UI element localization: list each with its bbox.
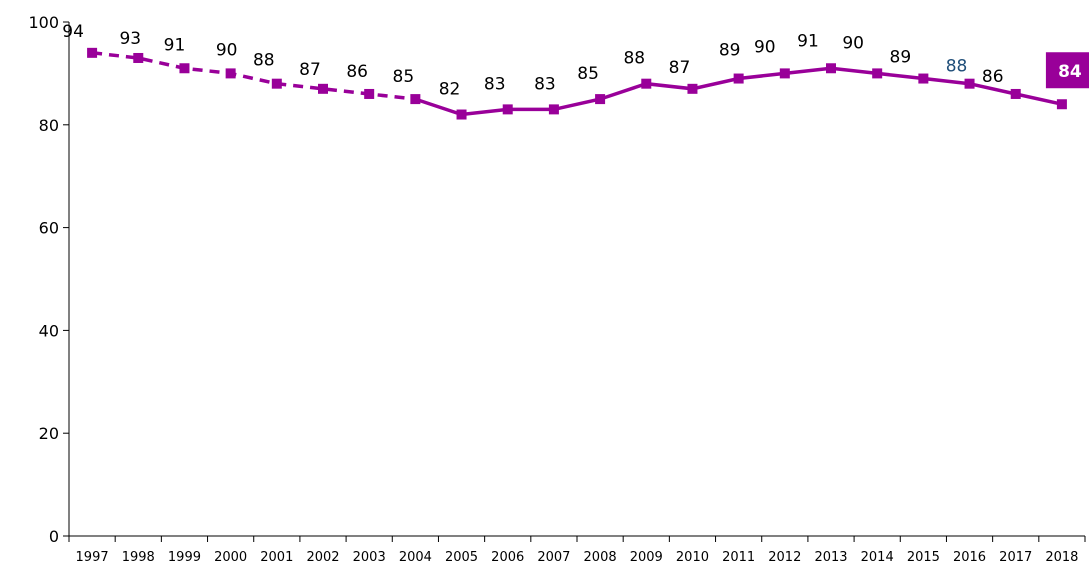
data-label: 91 [797, 31, 819, 51]
data-point [502, 104, 513, 115]
x-tick-label: 2007 [537, 550, 570, 565]
y-tick-label: 0 [49, 527, 59, 546]
x-tick-label: 2002 [306, 550, 339, 565]
x-tick-label: 2010 [676, 550, 709, 565]
data-point [410, 94, 421, 105]
data-label: 88 [253, 51, 275, 71]
x-tick-label: 2005 [445, 550, 478, 565]
data-point [641, 78, 652, 89]
data-label: 87 [299, 60, 321, 80]
x-tick-label: 1997 [76, 550, 109, 565]
data-label: 86 [346, 62, 368, 82]
x-tick-label: 2012 [768, 550, 801, 565]
data-point [918, 73, 929, 84]
x-tick-label: 1998 [122, 550, 155, 565]
data-point [687, 83, 698, 94]
x-tick-label: 2017 [999, 550, 1032, 565]
data-point [595, 94, 606, 105]
data-label: 94 [62, 22, 84, 42]
data-labels-group: 94 93 91 90 88 87 86 85 82 83 83 85 88 87 89 90 91 90 89 88… [62, 22, 1089, 100]
data-label: 90 [842, 33, 864, 53]
data-point [225, 68, 236, 79]
data-point [1056, 99, 1067, 110]
data-label: 84 [1058, 62, 1082, 82]
data-label: 85 [577, 64, 599, 84]
x-tick-label: 2000 [214, 550, 247, 565]
x-tick-label: 2001 [260, 550, 293, 565]
x-tick-label: 2015 [907, 550, 940, 565]
x-tick-label: 2003 [353, 550, 386, 565]
y-tick-label: 80 [39, 116, 59, 135]
data-label: 87 [669, 58, 691, 78]
y-tick-label: 60 [39, 219, 59, 238]
data-label: 90 [754, 37, 776, 57]
data-point [548, 104, 559, 115]
highlight-label-box [1045, 52, 1089, 89]
x-axis-ticks: 1997 1998 1999 2000 2001 2002 2003 2004 2005 2006… [68, 536, 1086, 565]
x-tick-label: 2009 [630, 550, 663, 565]
data-point [271, 78, 282, 89]
x-tick-label: 2008 [584, 550, 617, 565]
x-tick-label: 2016 [953, 550, 986, 565]
x-tick-label: 2014 [861, 550, 894, 565]
x-tick-label: 1999 [168, 550, 201, 565]
data-label: 83 [534, 74, 556, 94]
x-tick-label: 2004 [399, 550, 432, 565]
data-point [826, 63, 836, 74]
data-point [779, 68, 790, 79]
x-tick-label: 2013 [814, 550, 847, 565]
data-label: 82 [439, 80, 461, 100]
series-line-dashed [91, 51, 416, 101]
data-point [133, 52, 144, 63]
data-point [179, 63, 190, 74]
data-label: 91 [164, 35, 186, 55]
data-point [964, 78, 975, 89]
data-label: 86 [982, 67, 1004, 87]
data-label: 85 [393, 67, 415, 87]
data-label: 89 [719, 41, 741, 61]
data-label: 89 [890, 48, 912, 68]
y-tick-label: 40 [39, 321, 59, 340]
data-label: 88 [623, 49, 645, 69]
data-point [364, 88, 375, 99]
y-tick-label: 20 [39, 424, 59, 443]
x-tick-label: 2011 [722, 550, 755, 565]
data-point [456, 109, 467, 120]
markers-group [87, 47, 1067, 120]
data-point [872, 68, 883, 79]
data-label: 83 [484, 74, 506, 94]
data-point [318, 83, 328, 94]
data-point [733, 73, 744, 84]
data-label: 93 [119, 29, 141, 49]
y-axis-ticks: 0 20 40 60 80 100 [28, 13, 69, 546]
data-label: 88 [946, 57, 968, 77]
x-tick-label: 2006 [491, 550, 524, 565]
data-point [1010, 88, 1021, 99]
x-tick-label: 2018 [1045, 550, 1078, 565]
data-point [87, 47, 98, 58]
data-label: 90 [216, 40, 238, 60]
y-tick-label: 100 [28, 13, 59, 32]
